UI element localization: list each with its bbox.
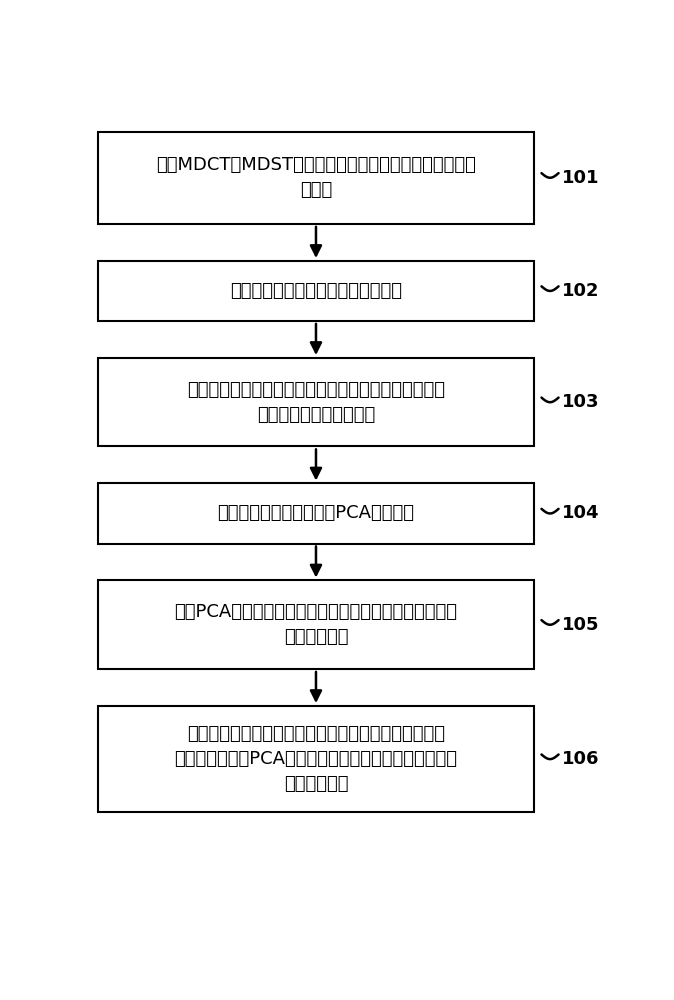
- Bar: [98, 358, 534, 446]
- Text: 104: 104: [562, 504, 600, 522]
- Text: 根据时间、频率和声道的不同，对第二多声道声音信号
中的至少一组和PCA映射模型进行感知编码，并复用成编
码多声道码流: 根据时间、频率和声道的不同，对第二多声道声音信号 中的至少一组和PCA映射模型进…: [175, 725, 458, 793]
- Bar: [98, 261, 534, 321]
- Text: 106: 106: [562, 750, 600, 768]
- Text: 将第一频域信号划分为不同时频子带: 将第一频域信号划分为不同时频子带: [230, 282, 402, 300]
- Text: 103: 103: [562, 393, 600, 411]
- Bar: [98, 132, 534, 224]
- Bar: [98, 580, 534, 669]
- Text: 101: 101: [562, 169, 600, 187]
- Text: 102: 102: [562, 282, 600, 300]
- Text: 105: 105: [562, 616, 600, 634]
- Text: 采用MDCT或MDST，将第一多声道声音信号映射为第一频
域信号: 采用MDCT或MDST，将第一多声道声音信号映射为第一频 域信号: [156, 156, 476, 199]
- Text: 根据第一统计特性，估计PCA映射模型: 根据第一统计特性，估计PCA映射模型: [218, 504, 415, 522]
- Text: 在不同时频子带中的每个时频子带内，计算第一多声道
声音信号的第一统计特性: 在不同时频子带中的每个时频子带内，计算第一多声道 声音信号的第一统计特性: [187, 381, 445, 424]
- Bar: [98, 706, 534, 812]
- Text: 采用PCA映射模型，将第一多声道声音信号映射为第二多
声道声音信号: 采用PCA映射模型，将第一多声道声音信号映射为第二多 声道声音信号: [175, 603, 458, 646]
- Bar: [98, 483, 534, 544]
